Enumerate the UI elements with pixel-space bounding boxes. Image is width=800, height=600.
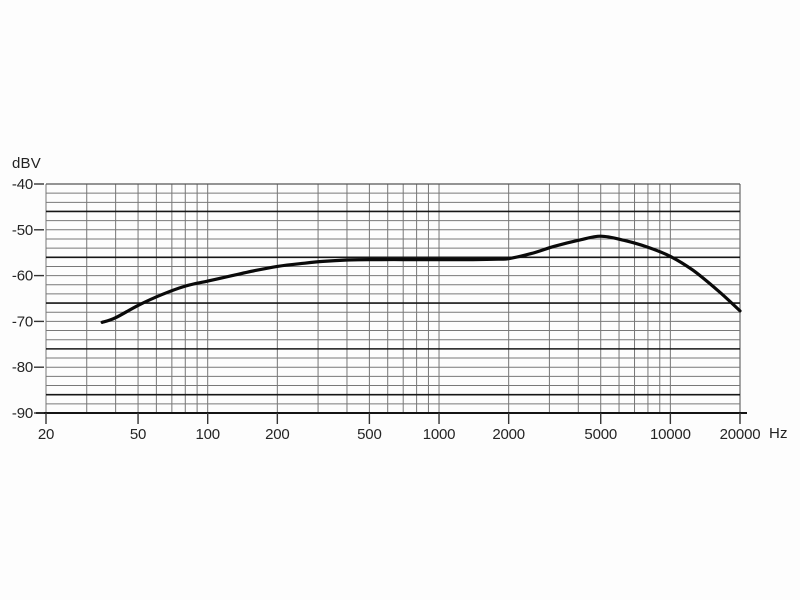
y-tick-label: -40 <box>12 176 33 193</box>
y-tick-label: -80 <box>12 359 33 376</box>
x-tick-label: 2000 <box>492 426 525 443</box>
x-tick-label: 10000 <box>650 426 691 443</box>
y-tick-label: -90 <box>12 405 33 422</box>
x-tick-label: 5000 <box>584 426 617 443</box>
response-curve <box>100 234 742 324</box>
x-tick-label: 200 <box>265 426 289 443</box>
y-tick-label: -70 <box>12 313 33 330</box>
x-tick-label: 500 <box>357 426 381 443</box>
y-axis-unit-label: dBV <box>12 155 41 172</box>
x-tick-label: 20000 <box>720 426 761 443</box>
x-tick-label: 1000 <box>423 426 456 443</box>
y-tick-label: -60 <box>12 268 33 285</box>
y-tick-label: -50 <box>12 222 33 239</box>
x-tick-label: 100 <box>195 426 219 443</box>
x-tick-label: 20 <box>38 426 54 443</box>
x-tick-label: 50 <box>130 426 146 443</box>
x-axis-unit-label: Hz <box>769 425 788 442</box>
